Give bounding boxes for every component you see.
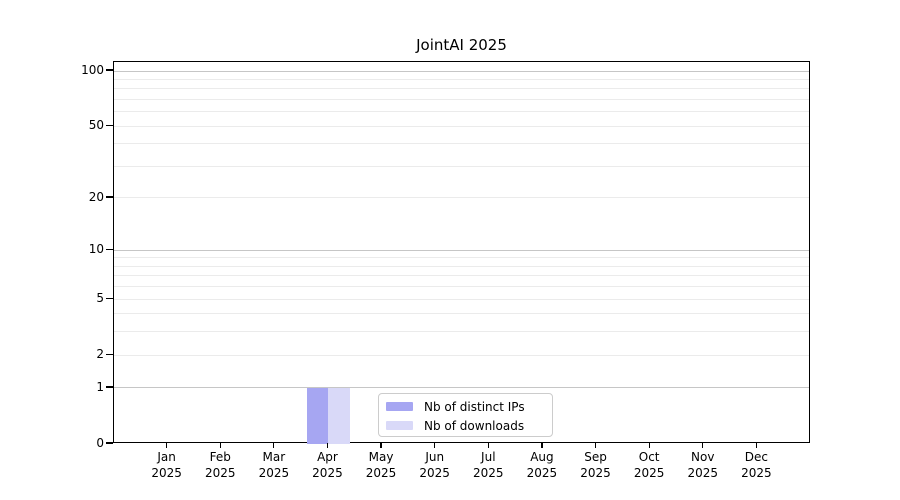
- x-axis-month-label: Feb 2025: [193, 450, 247, 481]
- gridline-minor: [114, 331, 809, 333]
- y-axis-tick: [106, 386, 113, 388]
- legend: Nb of distinct IPs Nb of downloads: [378, 393, 553, 437]
- x-axis-month-year: 2025: [312, 465, 343, 480]
- gridline-minor: [114, 99, 809, 101]
- x-axis-month-year: 2025: [473, 465, 504, 480]
- x-axis-month-name: Aug: [530, 450, 554, 464]
- y-axis-tick-label: 1: [96, 379, 104, 394]
- x-axis-month-name: Jul: [481, 450, 496, 464]
- gridline-minor: [114, 313, 809, 315]
- x-axis-month-label: Apr 2025: [300, 450, 354, 481]
- x-axis-tick: [541, 443, 543, 448]
- plot-area: [113, 61, 810, 444]
- x-axis-tick: [702, 443, 704, 448]
- legend-swatch-downloads: [386, 421, 413, 430]
- legend-item-distinct-ips: Nb of distinct IPs: [379, 397, 552, 416]
- x-axis-month-year: 2025: [633, 465, 665, 480]
- y-axis-tick-label: 20: [88, 189, 104, 204]
- y-axis-tick: [106, 196, 113, 198]
- x-axis-tick: [648, 443, 650, 448]
- x-axis-month-name: Sep: [584, 450, 607, 464]
- legend-label-downloads: Nb of downloads: [424, 418, 525, 433]
- gridline-minor: [114, 78, 809, 80]
- legend-label-distinct-ips: Nb of distinct IPs: [424, 399, 525, 414]
- x-axis-month-name: Feb: [209, 450, 231, 464]
- x-axis-month-label: Dec 2025: [729, 450, 783, 481]
- x-axis-month-label: Jul 2025: [461, 450, 515, 481]
- y-axis-tick-label: 10: [88, 242, 104, 257]
- x-axis-month-year: 2025: [741, 465, 772, 480]
- gridline-minor: [114, 257, 809, 259]
- x-axis-month-label: May 2025: [354, 450, 408, 481]
- x-axis-month-name: Apr: [317, 450, 338, 464]
- x-axis-month-label: Aug 2025: [515, 450, 569, 481]
- x-axis-month-year: 2025: [151, 465, 182, 480]
- x-axis-month-year: 2025: [526, 465, 558, 480]
- y-axis-tick-label: 5: [96, 291, 104, 306]
- bar-distinct-ips: [307, 387, 329, 444]
- x-axis-month-year: 2025: [687, 465, 719, 480]
- y-axis-tick: [106, 124, 113, 126]
- x-axis-month-label: Sep 2025: [569, 450, 623, 481]
- x-axis-month-label: Jan 2025: [140, 450, 194, 481]
- x-axis-tick: [273, 443, 275, 448]
- x-axis-month-year: 2025: [580, 465, 611, 480]
- gridline-minor: [114, 143, 809, 145]
- y-axis-tick: [106, 353, 113, 355]
- x-axis-month-name: Jan: [157, 450, 176, 464]
- chart-title: JointAI 2025: [416, 36, 507, 54]
- y-axis-tick: [106, 442, 113, 444]
- y-axis-tick: [106, 69, 113, 71]
- gridline-minor: [114, 197, 809, 199]
- legend-swatch-distinct-ips: [386, 402, 413, 411]
- x-axis-tick: [487, 443, 489, 448]
- gridline-minor: [114, 354, 809, 356]
- gridline-minor: [114, 125, 809, 127]
- x-axis-month-label: Oct 2025: [622, 450, 676, 481]
- y-axis-tick-label: 2: [96, 347, 104, 362]
- x-axis-month-year: 2025: [204, 465, 236, 480]
- x-axis-month-label: Mar 2025: [247, 450, 301, 481]
- gridline-major: [114, 387, 809, 389]
- gridline-minor: [114, 286, 809, 288]
- y-axis-tick: [106, 297, 113, 299]
- y-axis-tick-label: 0: [96, 436, 104, 450]
- bar-downloads: [328, 387, 350, 444]
- x-axis-tick: [594, 443, 597, 448]
- x-axis-tick: [326, 443, 329, 448]
- gridline-minor: [114, 166, 809, 167]
- gridline-major: [114, 70, 809, 72]
- x-axis-month-name: Jun: [425, 450, 445, 464]
- x-axis-month-year: 2025: [365, 465, 397, 480]
- gridline-minor: [114, 298, 809, 300]
- gridline-minor: [114, 275, 809, 277]
- x-axis-tick: [219, 443, 221, 448]
- gridline-minor: [114, 111, 809, 113]
- x-axis-month-name: Dec: [744, 450, 768, 464]
- gridline-major: [114, 249, 809, 251]
- x-axis-month-name: Nov: [691, 450, 715, 464]
- x-axis-tick: [434, 443, 436, 448]
- y-axis-tick-label: 100: [81, 63, 104, 78]
- x-axis-tick: [755, 443, 758, 448]
- gridline-minor: [114, 265, 809, 267]
- x-axis-month-year: 2025: [419, 465, 450, 480]
- x-axis-month-label: Nov 2025: [676, 450, 730, 481]
- x-axis-month-year: 2025: [258, 465, 290, 480]
- x-axis-month-label: Jun 2025: [408, 450, 462, 481]
- x-axis-tick: [165, 443, 168, 448]
- x-axis-month-name: Mar: [262, 450, 286, 464]
- x-axis-month-name: Oct: [638, 450, 660, 464]
- gridline-minor: [114, 88, 809, 90]
- x-axis-month-name: May: [368, 450, 394, 464]
- y-axis-tick: [106, 248, 113, 250]
- x-axis-tick: [380, 443, 382, 448]
- y-axis-tick-label: 50: [88, 118, 104, 133]
- legend-item-downloads: Nb of downloads: [379, 416, 552, 435]
